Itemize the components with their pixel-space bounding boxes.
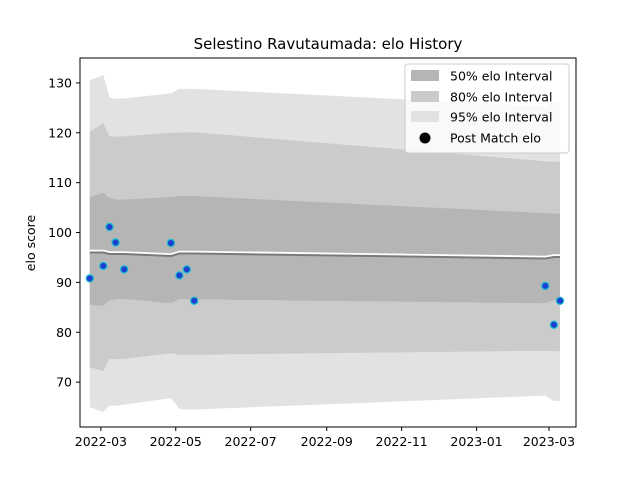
mean-lines (89, 249, 560, 260)
post-match-point (99, 261, 108, 271)
y-tick-label: 90 (56, 275, 72, 290)
y-tick-label: 70 (56, 375, 72, 390)
post-match-point (105, 222, 114, 232)
x-tick-label: 2022-05 (150, 434, 202, 449)
legend-label: Post Match elo (450, 131, 541, 146)
post-match-point (555, 296, 565, 305)
y-tick-label: 80 (56, 325, 72, 340)
legend-label: 95% elo Interval (450, 110, 552, 125)
y-tick-label: 100 (48, 225, 72, 240)
y-axis-label: elo score (23, 215, 38, 272)
post-match-point (182, 265, 191, 274)
y-tick-label: 110 (48, 175, 72, 190)
x-axis-ticks: 2022-03 2022-05 2022-07 2022-09 2022-11 2023-… (75, 427, 575, 449)
x-tick-label: 2022-03 (75, 434, 127, 449)
50-elo-interval-band (89, 192, 561, 306)
mean-elo-line (89, 251, 560, 260)
50-elo-interval-legend-swatch (411, 70, 439, 81)
80-elo-interval-legend-swatch (411, 91, 439, 102)
interval-bands (89, 75, 561, 412)
y-tick-label: 120 (48, 125, 72, 140)
y-tick-label: 130 (48, 75, 72, 90)
legend-label: 80% elo Interval (450, 90, 552, 105)
post-match-point (541, 281, 550, 291)
x-tick-label: 2022-09 (301, 434, 353, 449)
legend: 50% elo Interval 80% elo Interval 95% elo … (404, 63, 570, 154)
post-match-point (189, 296, 199, 305)
post-match-point (119, 265, 129, 274)
post-match-point (175, 271, 184, 280)
x-tick-label: 2022-11 (376, 434, 428, 449)
chart-title: Selestino Ravutaumada: elo History (194, 35, 463, 53)
post-match-point (166, 238, 176, 248)
post-match-point (549, 320, 559, 329)
x-tick-label: 2023-01 (450, 434, 502, 449)
post-match-legend-marker (419, 132, 431, 144)
post-match-point (111, 238, 120, 247)
x-tick-label: 2022-07 (225, 434, 277, 449)
legend-box (404, 63, 570, 154)
legend-label: 50% elo Interval (450, 69, 552, 84)
y-axis-ticks: 70 80 90 100 110 120 130 (48, 75, 80, 390)
plot-frame (79, 57, 577, 428)
95-elo-interval-legend-swatch (411, 111, 439, 122)
x-tick-label: 2023-03 (523, 434, 575, 449)
post-match-points (85, 222, 565, 329)
mean-highlight-line (89, 249, 560, 258)
post-match-point (85, 274, 95, 283)
